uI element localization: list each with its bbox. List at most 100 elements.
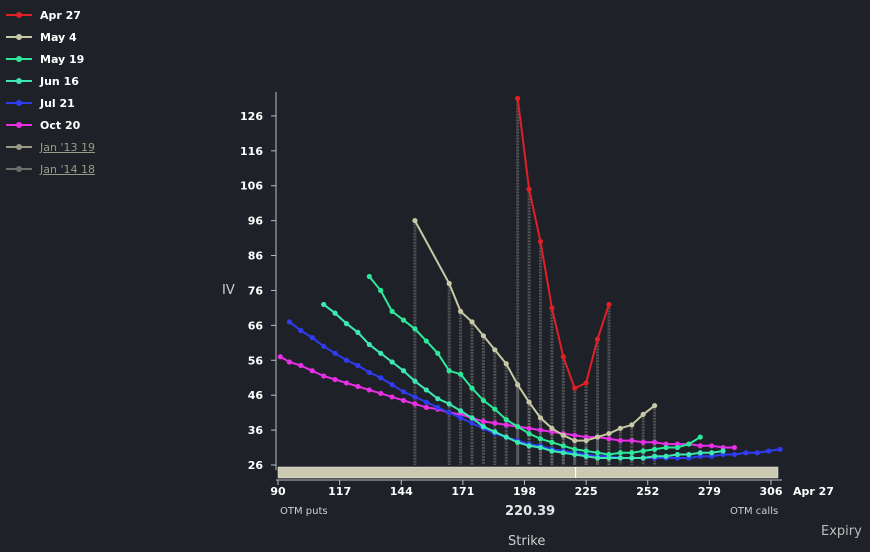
series-point xyxy=(480,418,487,424)
series-line xyxy=(322,303,724,459)
series-point xyxy=(651,403,658,409)
x-tick-label: 198 xyxy=(513,485,536,498)
y-tick-label: 46 xyxy=(248,389,264,402)
legend-item[interactable]: Apr 27 xyxy=(6,4,136,26)
series-point xyxy=(298,362,304,369)
legend-label: Oct 20 xyxy=(40,118,81,132)
series-point xyxy=(435,350,441,356)
series-point xyxy=(663,453,669,459)
y-tick-label: 26 xyxy=(248,459,264,472)
series-point xyxy=(697,443,703,449)
series-point xyxy=(355,383,361,390)
series-point xyxy=(412,378,418,384)
series-point xyxy=(583,448,589,454)
series-point xyxy=(423,399,429,405)
series-point xyxy=(378,287,384,294)
series-point xyxy=(640,411,646,417)
y-tick-label: 56 xyxy=(248,354,264,367)
series-point xyxy=(446,368,452,374)
series-point xyxy=(457,371,464,377)
series-point xyxy=(400,317,407,323)
legend-label: Jun 16 xyxy=(40,74,79,88)
series-point xyxy=(446,280,452,287)
series-point xyxy=(537,444,544,451)
series-point xyxy=(492,347,498,353)
series-point xyxy=(446,401,452,407)
series-point xyxy=(309,334,315,341)
series-point xyxy=(731,451,738,458)
series-point xyxy=(286,319,293,325)
series-point xyxy=(537,427,544,433)
series-point xyxy=(457,308,464,315)
series-point xyxy=(537,238,544,245)
series-point xyxy=(503,434,509,440)
series-point xyxy=(549,425,555,431)
legend-label: May 19 xyxy=(40,52,85,66)
series-point xyxy=(423,404,429,411)
series-point xyxy=(572,432,578,438)
series-point xyxy=(423,387,429,393)
y-axis-label: IV xyxy=(222,283,235,298)
expiry-label[interactable]: Expiry xyxy=(821,524,862,539)
legend-item[interactable]: Jun 16 xyxy=(6,70,136,92)
series-point xyxy=(321,301,327,308)
series-point xyxy=(492,420,498,426)
series-point xyxy=(686,441,692,447)
series-point xyxy=(400,397,407,404)
series-line xyxy=(414,220,656,442)
series-point xyxy=(560,443,566,449)
strike-range-bar[interactable] xyxy=(277,466,779,479)
series-point xyxy=(709,450,715,456)
legend-item[interactable]: Oct 20 xyxy=(6,114,136,136)
series-point xyxy=(515,439,521,445)
series-point xyxy=(526,425,532,431)
series-point xyxy=(343,380,350,386)
series-line xyxy=(516,98,610,390)
legend-swatch-icon xyxy=(6,100,32,106)
y-tick-label: 116 xyxy=(240,145,263,158)
series-point xyxy=(629,422,635,428)
series-point xyxy=(537,415,544,421)
series-point xyxy=(640,439,646,445)
series-point xyxy=(480,424,487,430)
series-point xyxy=(606,430,612,437)
series-point xyxy=(572,437,578,444)
legend-swatch-icon xyxy=(6,144,32,150)
legend-label: Jan '13 19 xyxy=(40,140,95,154)
series-point xyxy=(457,415,464,421)
expiry-tick-label: Apr 27 xyxy=(793,485,834,498)
legend-label: Apr 27 xyxy=(40,8,81,22)
legend-swatch-icon xyxy=(6,78,32,84)
series-point xyxy=(549,439,555,445)
series-point xyxy=(663,444,669,451)
series-point xyxy=(378,390,384,397)
legend-item[interactable]: Jan '14 18 xyxy=(6,158,136,180)
legend-swatch-icon xyxy=(6,12,32,18)
iv-lines xyxy=(277,95,783,461)
spot-price-label: 220.39 xyxy=(505,504,555,519)
x-tick-label: 117 xyxy=(328,485,351,498)
series-point xyxy=(389,382,395,388)
legend-label: Jul 21 xyxy=(40,96,75,110)
legend-label: Jan '14 18 xyxy=(40,162,95,176)
series-point xyxy=(720,448,726,454)
series-point xyxy=(754,450,760,456)
series-point xyxy=(435,404,441,411)
legend-item[interactable]: May 19 xyxy=(6,48,136,70)
series-point xyxy=(709,443,715,449)
series-point xyxy=(503,422,509,428)
series-point xyxy=(617,437,623,444)
series-point xyxy=(480,333,487,339)
legend-item[interactable]: Jan '13 19 xyxy=(6,136,136,158)
y-tick-label: 106 xyxy=(240,180,263,193)
series-point xyxy=(366,369,372,376)
otm-calls-label: OTM calls xyxy=(730,506,778,517)
series-point xyxy=(640,448,646,454)
series-point xyxy=(343,357,350,363)
legend-item[interactable]: Jul 21 xyxy=(6,92,136,114)
series-point xyxy=(629,450,635,456)
legend-item[interactable]: May 4 xyxy=(6,26,136,48)
series-point xyxy=(366,387,372,393)
series-point xyxy=(766,448,772,454)
